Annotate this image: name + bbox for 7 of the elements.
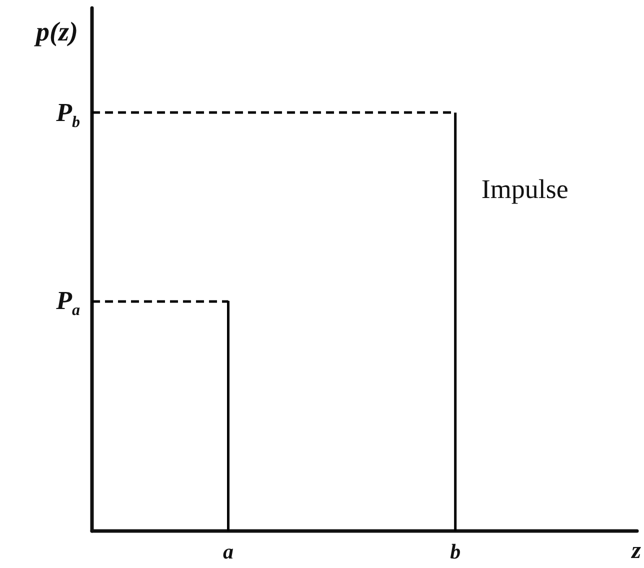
- ref-line-label: P$_{b}$: [56, 98, 80, 131]
- annotation: Impulse: [481, 174, 568, 204]
- x-axis-title: z: [630, 538, 642, 564]
- x-tick-label: a: [223, 540, 234, 564]
- ref-line-label: P$_{a}$: [56, 286, 80, 319]
- y-axis-title: p(z): [34, 16, 78, 46]
- x-tick-label: b: [450, 540, 461, 564]
